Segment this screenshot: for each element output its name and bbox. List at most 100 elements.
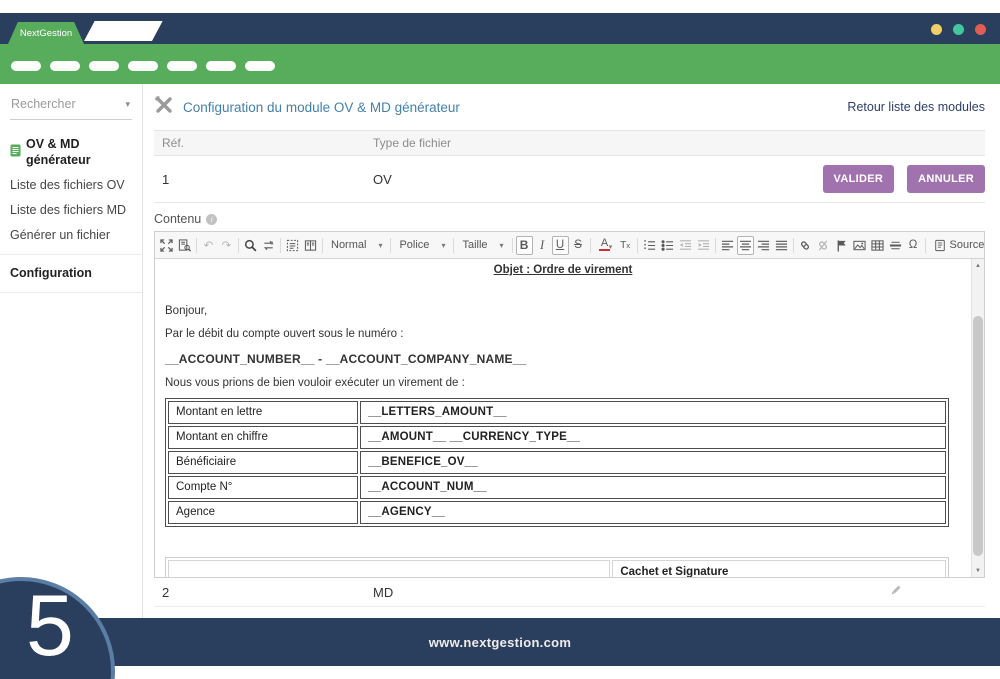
strikethrough-button[interactable]: S bbox=[574, 239, 582, 251]
sidebar-item-label: OV & MD générateur bbox=[26, 137, 91, 167]
find-icon[interactable] bbox=[242, 236, 259, 255]
link-icon[interactable] bbox=[797, 236, 814, 255]
back-to-modules-link[interactable]: Retour liste des modules bbox=[847, 100, 985, 114]
table-row: Montant en lettre __LETTERS_AMOUNT__ bbox=[168, 401, 947, 424]
scroll-down-icon[interactable]: ▼ bbox=[972, 564, 984, 577]
anchor-flag-icon[interactable] bbox=[833, 236, 850, 255]
sidebar-item-configuration[interactable]: Configuration bbox=[10, 266, 92, 280]
size-dropdown[interactable]: Taille ▾ bbox=[462, 239, 504, 251]
chevron-down-icon: ▾ bbox=[125, 98, 130, 109]
nav-item-pill[interactable] bbox=[206, 61, 236, 71]
edit-pencil-icon[interactable] bbox=[888, 583, 903, 601]
nav-item-pill[interactable] bbox=[128, 61, 158, 71]
italic-button[interactable]: I bbox=[539, 237, 545, 252]
undo-icon[interactable]: ↶ bbox=[203, 240, 214, 252]
chevron-down-icon: ▾ bbox=[441, 240, 446, 250]
teal-dot-icon[interactable] bbox=[953, 24, 964, 35]
footer: www.nextgestion.com bbox=[0, 618, 1000, 666]
window-dots bbox=[931, 24, 986, 35]
nav-item-pill[interactable] bbox=[11, 61, 41, 71]
sidebar-item-liste-fichiers-ov[interactable]: Liste des fichiers OV bbox=[10, 178, 125, 192]
sidebar-divider bbox=[0, 292, 142, 293]
content-label-row: Contenu i bbox=[154, 212, 985, 226]
top-bar bbox=[0, 13, 1000, 44]
letter-account-line: __ACCOUNT_NUMBER__ - __ACCOUNT_COMPANY_N… bbox=[165, 352, 527, 366]
cell-ref: 2 bbox=[162, 584, 170, 600]
yellow-dot-icon[interactable] bbox=[931, 24, 942, 35]
image-icon[interactable] bbox=[851, 236, 868, 255]
transfer-details-table: Montant en lettre __LETTERS_AMOUNT__ Mon… bbox=[165, 398, 950, 527]
indent-icon[interactable] bbox=[695, 236, 712, 255]
letter-line2: Nous vous prions de bien vouloir exécute… bbox=[165, 377, 465, 389]
numbered-list-icon[interactable] bbox=[641, 236, 658, 255]
align-center-icon[interactable] bbox=[736, 235, 754, 255]
validate-button[interactable]: VALIDER bbox=[822, 165, 895, 193]
table-row: 1 OV VALIDER ANNULER bbox=[154, 156, 985, 203]
font-dropdown[interactable]: Police ▾ bbox=[399, 239, 446, 251]
bulleted-list-icon[interactable] bbox=[659, 236, 676, 255]
nav-item-pill[interactable] bbox=[50, 61, 80, 71]
chevron-down-icon: ▾ bbox=[378, 240, 383, 250]
letter-greeting: Bonjour, bbox=[165, 305, 208, 317]
table-row: 2 MD bbox=[154, 578, 985, 607]
horizontal-rule-icon[interactable] bbox=[887, 236, 904, 255]
sidebar: Rechercher ▾ OV & MD générateur Liste de… bbox=[0, 84, 143, 618]
search-select[interactable]: Rechercher ▾ bbox=[10, 94, 132, 120]
justify-icon[interactable] bbox=[773, 236, 790, 255]
column-ref: Réf. bbox=[162, 136, 185, 150]
source-button[interactable]: Source bbox=[929, 239, 990, 252]
select-all-icon[interactable] bbox=[284, 236, 301, 255]
cell-type: OV bbox=[373, 171, 392, 187]
maximize-icon[interactable] bbox=[158, 236, 175, 255]
align-right-icon[interactable] bbox=[755, 236, 772, 255]
underline-button[interactable]: U bbox=[551, 235, 569, 255]
cancel-button[interactable]: ANNULER bbox=[907, 165, 985, 193]
svg-text:a: a bbox=[270, 240, 274, 246]
table-row: Bénéficiaire __BENEFICE_OV__ bbox=[168, 451, 947, 474]
main-content: Configuration du module OV & MD générate… bbox=[144, 84, 1000, 618]
replace-icon[interactable]: a bbox=[260, 236, 277, 255]
brand-slab-decoration bbox=[84, 21, 163, 41]
outdent-icon[interactable] bbox=[677, 236, 694, 255]
cell-ref: 1 bbox=[162, 171, 170, 187]
tools-icon bbox=[154, 95, 174, 120]
footer-url: www.nextgestion.com bbox=[428, 634, 572, 650]
special-character-icon[interactable]: Ω bbox=[908, 239, 918, 251]
unlink-icon[interactable] bbox=[815, 236, 832, 255]
format-dropdown[interactable]: Normal ▾ bbox=[331, 239, 383, 251]
preview-icon[interactable] bbox=[176, 236, 193, 255]
page-number: 5 bbox=[26, 578, 74, 674]
letter-subject: Objet : Ordre de virement bbox=[493, 264, 633, 276]
chevron-down-icon: ▾ bbox=[499, 240, 504, 250]
sidebar-item-ov-md-generateur[interactable]: OV & MD générateur bbox=[10, 136, 132, 168]
content-label: Contenu bbox=[154, 212, 202, 226]
editor-content[interactable]: Objet : Ordre de virement Bonjour, Par l… bbox=[155, 259, 984, 577]
table-icon[interactable] bbox=[869, 236, 886, 255]
source-doc-icon bbox=[934, 239, 945, 251]
brand-logo[interactable]: NextGestion bbox=[8, 22, 84, 44]
page-title: Configuration du module OV & MD générate… bbox=[183, 99, 460, 115]
sidebar-item-generer-fichier[interactable]: Générer un fichier bbox=[10, 228, 111, 242]
nav-menu bbox=[0, 44, 1000, 71]
bold-button[interactable]: B bbox=[515, 235, 533, 255]
editor-scrollbar[interactable]: ▲ ▼ bbox=[971, 259, 984, 577]
red-dot-icon[interactable] bbox=[975, 24, 986, 35]
sidebar-item-liste-fichiers-md[interactable]: Liste des fichiers MD bbox=[10, 203, 127, 217]
nav-item-pill[interactable] bbox=[245, 61, 275, 71]
align-left-icon[interactable] bbox=[719, 236, 736, 255]
table-row: Cachet et Signature bbox=[168, 560, 947, 577]
table-row: Compte N° __ACCOUNT_NUM__ bbox=[168, 476, 947, 499]
templates-icon[interactable] bbox=[302, 236, 319, 255]
scrollbar-thumb[interactable] bbox=[973, 316, 983, 556]
column-type: Type de fichier bbox=[373, 136, 452, 150]
nav-item-pill[interactable] bbox=[89, 61, 119, 71]
redo-icon[interactable]: ↷ bbox=[221, 240, 232, 252]
text-color-button[interactable]: A ▾ bbox=[599, 236, 613, 251]
editor-toolbar: ↶ ↷ a Normal ▾ Police ▾ Taille ▾ B I U S bbox=[155, 232, 984, 259]
scroll-up-icon[interactable]: ▲ bbox=[972, 259, 984, 272]
info-icon[interactable]: i bbox=[206, 213, 218, 225]
nav-item-pill[interactable] bbox=[167, 61, 197, 71]
table-row: Montant en chiffre __AMOUNT__ __CURRENCY… bbox=[168, 426, 947, 449]
